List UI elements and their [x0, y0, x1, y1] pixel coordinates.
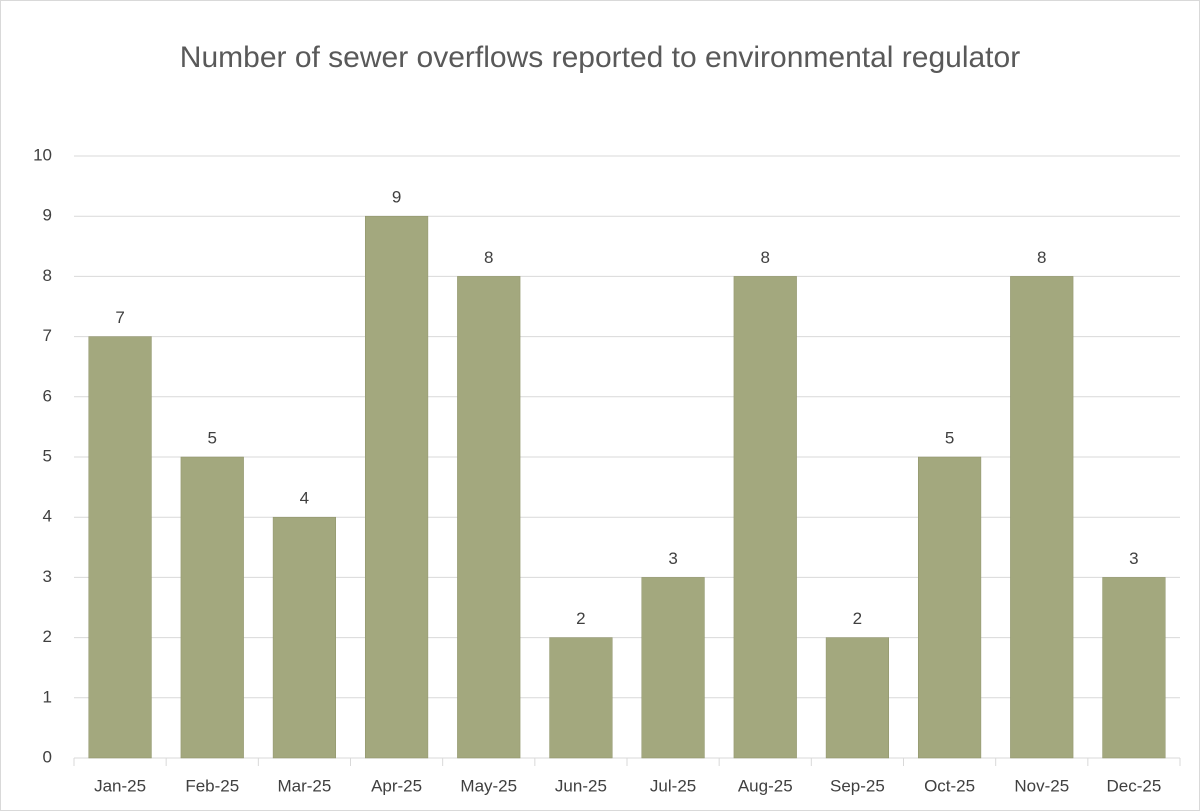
x-tick-label: Jul-25 [650, 776, 696, 795]
y-tick-label: 6 [43, 386, 52, 405]
x-tick-label: Sep-25 [830, 776, 885, 795]
data-label: 2 [576, 609, 585, 628]
data-label: 5 [208, 428, 217, 447]
bar [364, 215, 429, 759]
data-label: 4 [300, 489, 309, 508]
x-tick-label: Jun-25 [555, 776, 607, 795]
data-label: 8 [484, 248, 493, 267]
y-tick-label: 4 [43, 507, 52, 526]
data-label: 9 [392, 188, 401, 207]
bar [88, 336, 152, 759]
data-label: 8 [761, 248, 770, 267]
y-tick-label: 7 [43, 326, 52, 345]
data-label: 2 [853, 609, 862, 628]
bar [825, 637, 890, 759]
data-label: 3 [1129, 549, 1138, 568]
chart-title: Number of sewer overflows reported to en… [179, 41, 1021, 74]
bar [1102, 577, 1166, 759]
bar [733, 276, 797, 759]
y-tick-label: 1 [43, 687, 52, 706]
y-tick-label: 10 [33, 145, 52, 164]
y-tick-label: 3 [43, 567, 52, 586]
bar [549, 637, 613, 759]
y-tick-label: 0 [43, 747, 52, 766]
bar [641, 577, 705, 759]
bar [272, 516, 337, 759]
x-tick-label: Jan-25 [94, 776, 146, 795]
x-tick-label: Feb-25 [185, 776, 239, 795]
data-label: 8 [1037, 248, 1046, 267]
data-label: 5 [945, 428, 954, 447]
y-tick-label: 5 [43, 446, 52, 465]
data-label: 3 [668, 549, 677, 568]
bar [917, 456, 982, 759]
x-tick-label: Mar-25 [277, 776, 331, 795]
y-tick-label: 8 [43, 266, 52, 285]
x-tick-label: Dec-25 [1107, 776, 1162, 795]
bar [1010, 276, 1074, 759]
bar [457, 276, 521, 759]
bar [180, 456, 244, 759]
x-tick-label: May-25 [460, 776, 517, 795]
data-label: 7 [115, 308, 124, 327]
x-tick-label: Oct-25 [924, 776, 975, 795]
x-tick-label: Nov-25 [1014, 776, 1069, 795]
x-tick-label: Apr-25 [371, 776, 422, 795]
y-tick-label: 9 [43, 206, 52, 225]
y-tick-label: 2 [43, 627, 52, 646]
x-tick-label: Aug-25 [738, 776, 793, 795]
